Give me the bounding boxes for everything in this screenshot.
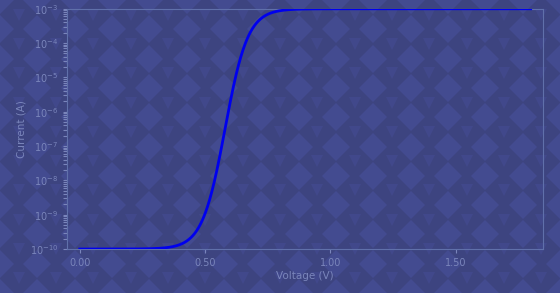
Y-axis label: Current (A): Current (A): [17, 100, 27, 158]
X-axis label: Voltage (V): Voltage (V): [277, 271, 334, 281]
